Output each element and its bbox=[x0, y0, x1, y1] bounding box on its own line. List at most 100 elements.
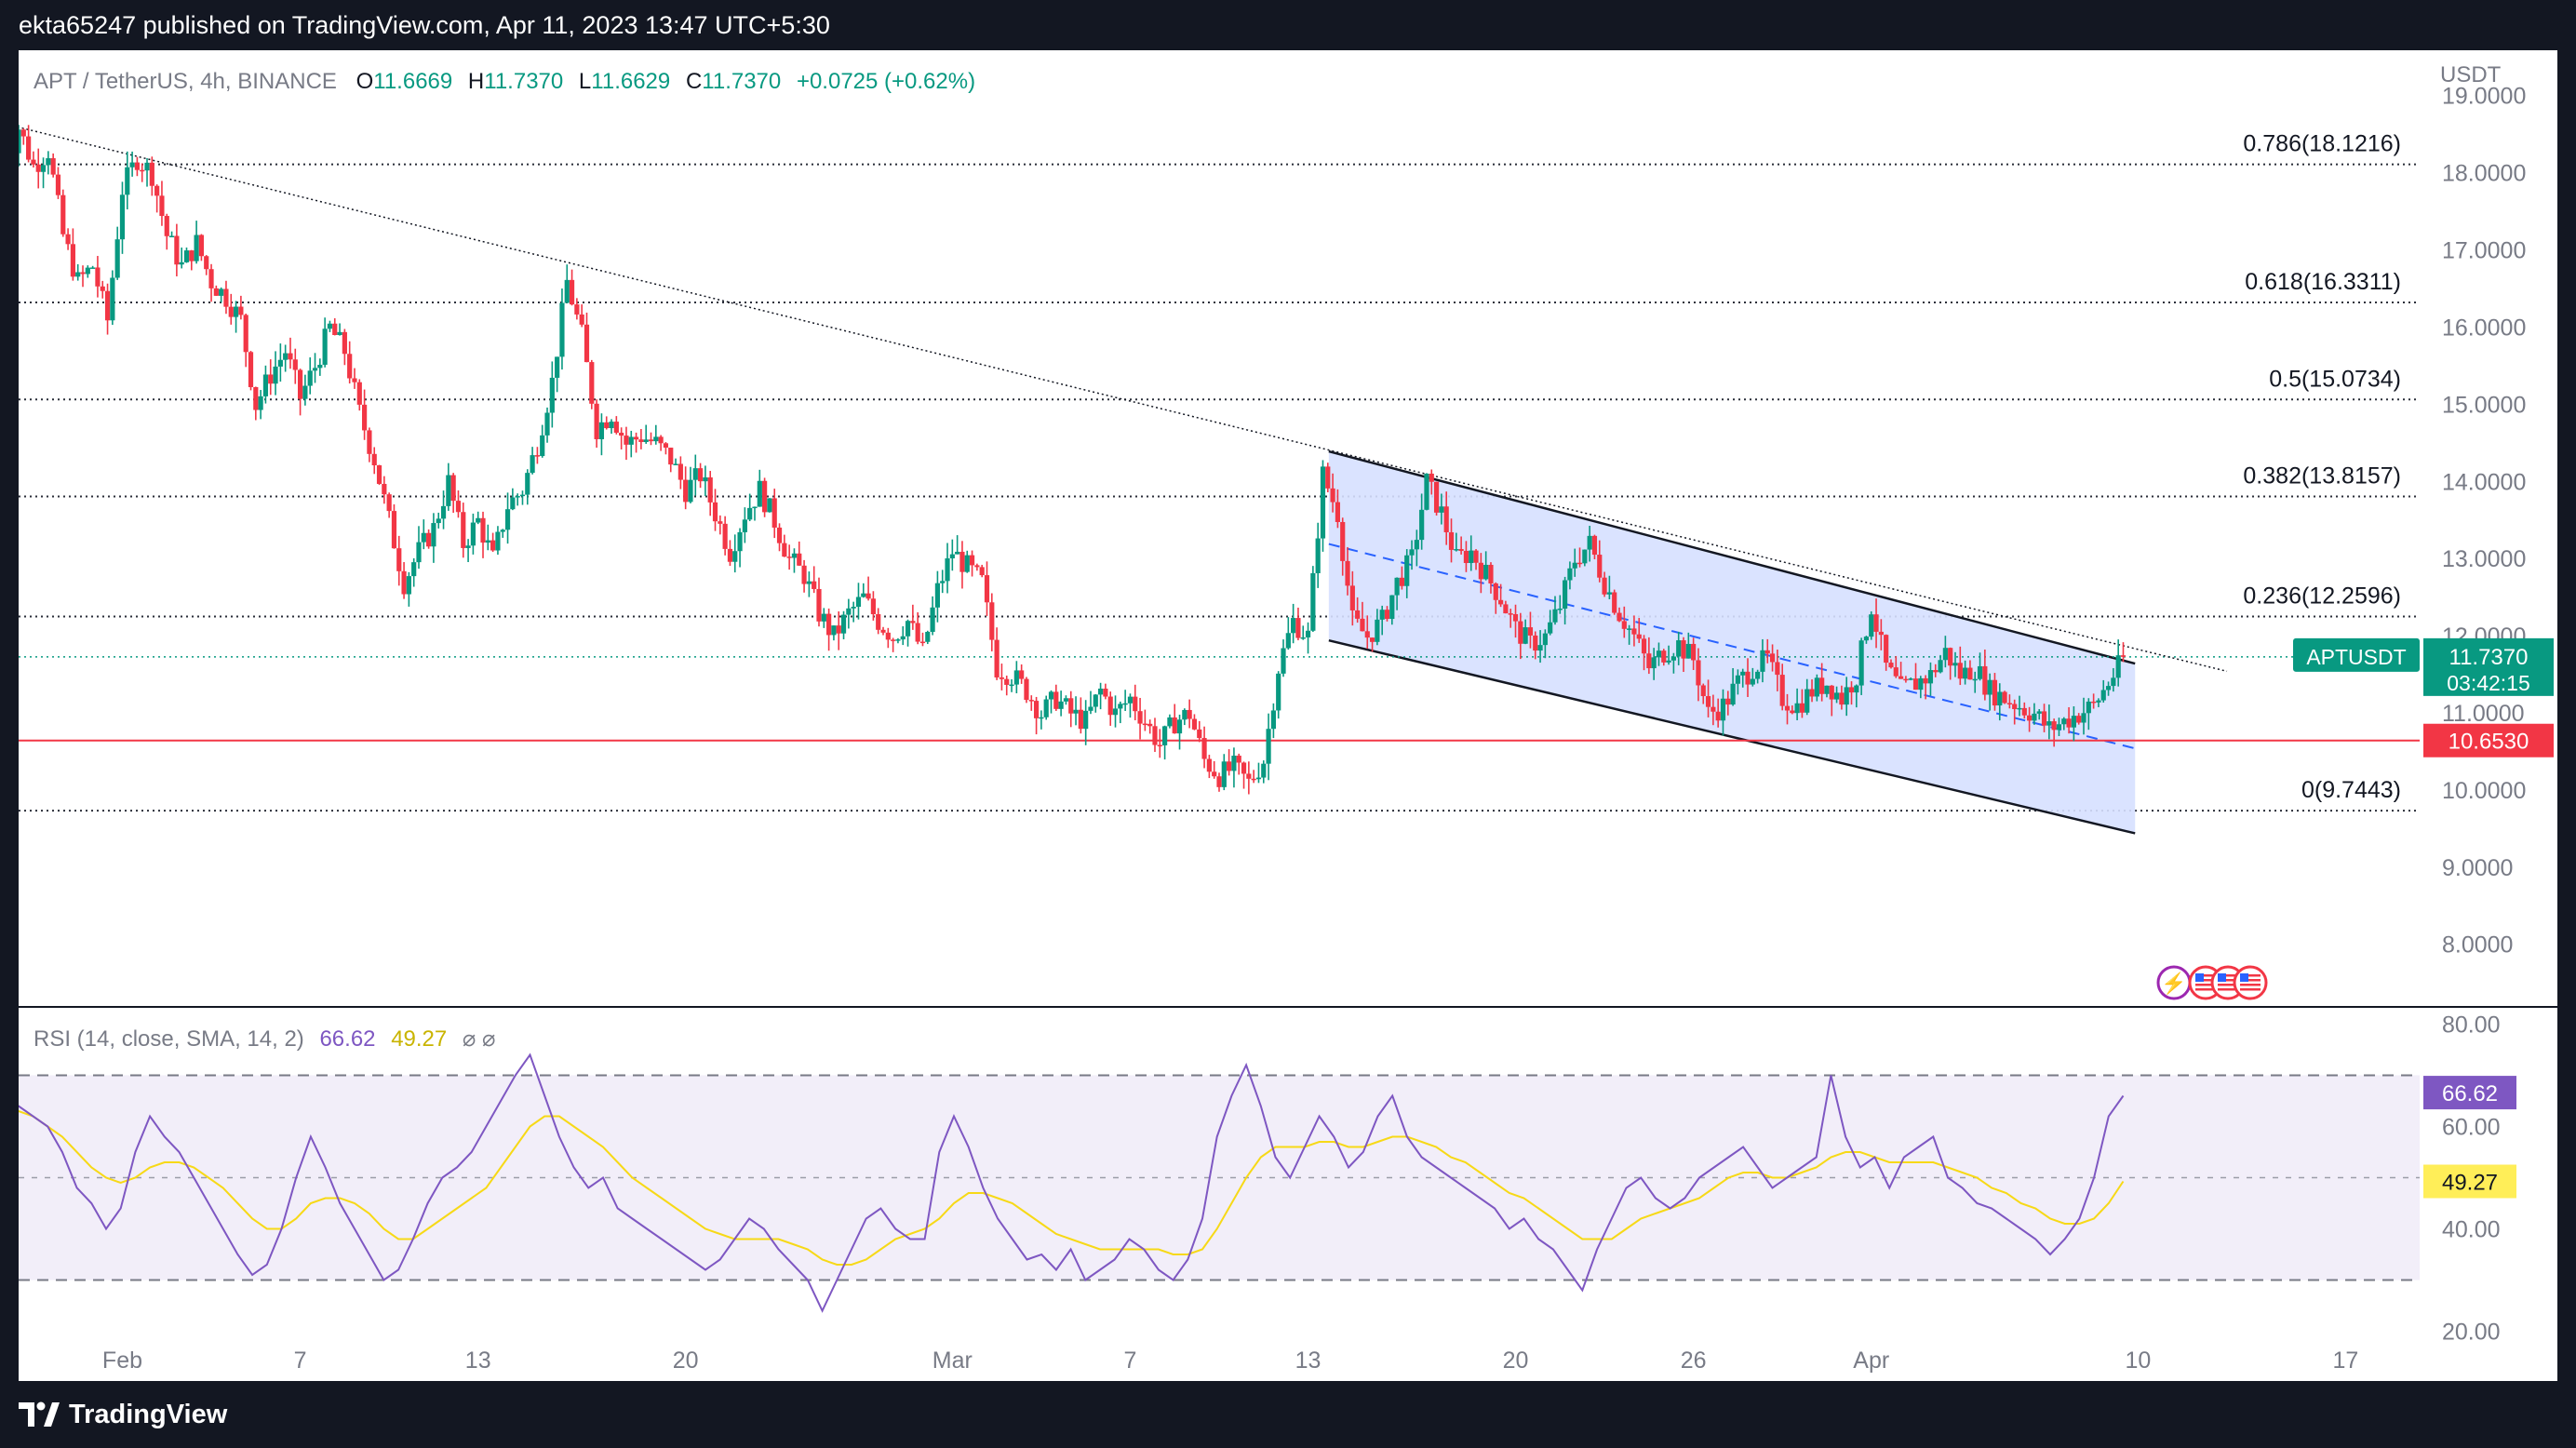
candle-body bbox=[1819, 677, 1825, 694]
candle bbox=[1503, 600, 1509, 614]
candle-body bbox=[1764, 650, 1770, 654]
candle bbox=[999, 664, 1005, 690]
candle bbox=[337, 323, 342, 336]
candle bbox=[1291, 603, 1296, 644]
candle-body bbox=[574, 304, 580, 315]
tradingview-logo[interactable]: TradingView bbox=[19, 1396, 227, 1433]
candle-body bbox=[797, 553, 802, 566]
candle bbox=[880, 626, 886, 636]
candle bbox=[994, 627, 1000, 680]
support-price-tag: 10.6530 bbox=[2449, 730, 2529, 755]
candle-body bbox=[356, 382, 362, 405]
candle bbox=[119, 181, 126, 254]
symbol-legend[interactable]: APT / TetherUS, 4h, BINANCE O11.6669 H11… bbox=[34, 69, 975, 95]
chart-canvas[interactable]: USDT8.00009.000010.000011.000012.000013.… bbox=[19, 50, 2557, 1381]
candle-body bbox=[1305, 630, 1311, 637]
candle bbox=[208, 263, 214, 302]
candle bbox=[1206, 755, 1212, 779]
candle-body bbox=[564, 279, 570, 303]
footer: TradingView bbox=[0, 1381, 2576, 1448]
candle bbox=[658, 435, 664, 451]
candle bbox=[213, 285, 219, 296]
candle bbox=[683, 466, 689, 510]
candle bbox=[1750, 667, 1755, 687]
candle bbox=[1028, 695, 1034, 711]
candle-body bbox=[243, 315, 248, 353]
candle bbox=[1241, 761, 1247, 789]
rsi-legend[interactable]: RSI (14, close, SMA, 14, 2) 66.62 49.27 … bbox=[34, 1026, 496, 1052]
candle bbox=[1627, 624, 1632, 645]
candle bbox=[1345, 546, 1350, 596]
candle-body bbox=[1439, 506, 1444, 513]
candle-body bbox=[1433, 481, 1440, 513]
candle bbox=[440, 490, 447, 530]
candle bbox=[391, 503, 397, 549]
candle bbox=[989, 593, 995, 651]
candle-body bbox=[1039, 717, 1044, 719]
candle bbox=[248, 351, 254, 391]
candle-body bbox=[1685, 643, 1691, 659]
rsi-tick-label: 60.00 bbox=[2442, 1115, 2501, 1141]
candle-body bbox=[876, 614, 881, 630]
candle bbox=[925, 630, 931, 645]
flag-stripe-icon bbox=[2240, 984, 2261, 986]
candle bbox=[1019, 664, 1025, 684]
candle-body bbox=[1963, 667, 1968, 679]
candle-body bbox=[1033, 701, 1040, 718]
candle bbox=[1058, 690, 1064, 717]
candle bbox=[1212, 760, 1217, 779]
candle-body bbox=[292, 359, 298, 370]
candle-body bbox=[367, 430, 372, 454]
time-axis-label: 17 bbox=[2332, 1347, 2358, 1374]
candle bbox=[46, 151, 51, 175]
candle-body bbox=[653, 436, 659, 442]
candle bbox=[164, 213, 169, 250]
candle bbox=[1068, 690, 1074, 728]
candle-body bbox=[1360, 618, 1365, 632]
candle bbox=[742, 507, 747, 543]
candle-body bbox=[1997, 691, 2003, 706]
candle-body bbox=[969, 555, 975, 566]
symbol-name[interactable]: APT / TetherUS, 4h, BINANCE bbox=[34, 69, 337, 94]
candle bbox=[534, 447, 541, 464]
candle bbox=[905, 619, 911, 647]
candle bbox=[80, 265, 86, 288]
candle-body bbox=[1809, 689, 1815, 697]
candle-body bbox=[159, 195, 165, 217]
candle bbox=[737, 528, 743, 568]
candle bbox=[771, 489, 777, 539]
candle bbox=[2032, 703, 2037, 725]
candle-body bbox=[767, 498, 772, 513]
candle-body bbox=[994, 639, 1000, 677]
rsi-sma-tag-bg bbox=[2423, 1164, 2516, 1199]
ticker-tag: APTUSDT bbox=[2306, 645, 2406, 669]
candle-body bbox=[134, 162, 141, 170]
rsi-label[interactable]: RSI (14, close, SMA, 14, 2) bbox=[34, 1026, 304, 1052]
candle-body bbox=[1805, 689, 1810, 713]
candle-body bbox=[1009, 684, 1014, 687]
time-axis-label: Apr bbox=[1853, 1347, 1889, 1374]
candle bbox=[584, 312, 590, 363]
candle-body bbox=[1740, 671, 1746, 676]
time-axis-label: 13 bbox=[1295, 1347, 1322, 1374]
candle-body bbox=[1295, 618, 1301, 638]
candle bbox=[2041, 704, 2047, 732]
chart-panel[interactable]: USDT 8.0000 9.0000 10.0000 11.0000 12.0000 13.… bbox=[19, 50, 2557, 1381]
candle bbox=[114, 226, 120, 280]
candle bbox=[1255, 762, 1262, 784]
candle-body bbox=[683, 479, 689, 503]
candle bbox=[2036, 708, 2042, 720]
candle-body bbox=[1236, 756, 1241, 763]
candle bbox=[35, 148, 41, 189]
candle-body bbox=[979, 567, 985, 576]
candle-body bbox=[1281, 648, 1286, 674]
candle bbox=[959, 541, 965, 589]
candle-body bbox=[1088, 706, 1093, 711]
candle-body bbox=[1948, 648, 1953, 666]
candle-body bbox=[1572, 562, 1577, 569]
candle bbox=[2086, 698, 2091, 731]
candle-body bbox=[174, 235, 180, 265]
candle-body bbox=[194, 235, 199, 261]
candle-body bbox=[1478, 562, 1483, 580]
candle-body bbox=[1201, 738, 1207, 759]
